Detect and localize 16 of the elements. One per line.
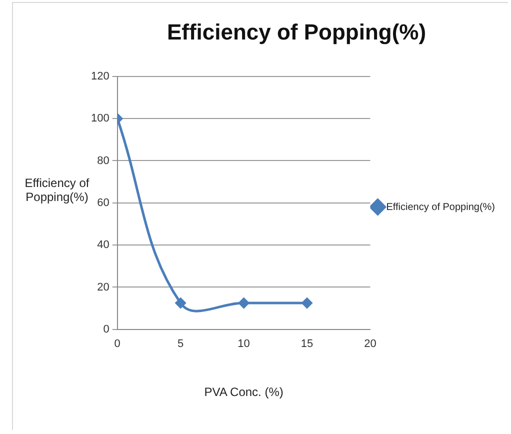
y-tick-label: 20 [97, 281, 110, 294]
x-tick-label: 0 [114, 338, 120, 350]
y-tick-label: 60 [97, 196, 110, 209]
legend-label: Efficiency of Popping(%) [386, 202, 496, 213]
chart-title: Efficiency of Popping(%) [166, 19, 426, 44]
y-tick-label: 80 [97, 154, 110, 167]
x-axis-title: PVA Conc. (%) [204, 385, 284, 400]
x-tick-label: 20 [364, 338, 376, 350]
x-tick-label: 10 [238, 338, 250, 350]
y-axis-title: Efficiency of Popping(%) [24, 176, 90, 204]
y-tick-label: 100 [90, 112, 110, 125]
y-tick-label: 0 [103, 323, 110, 336]
x-tick-label: 15 [300, 338, 314, 350]
y-tick-label: 40 [97, 239, 110, 252]
x-tick-label: 5 [178, 338, 184, 350]
y-tick-label: 120 [90, 70, 110, 82]
